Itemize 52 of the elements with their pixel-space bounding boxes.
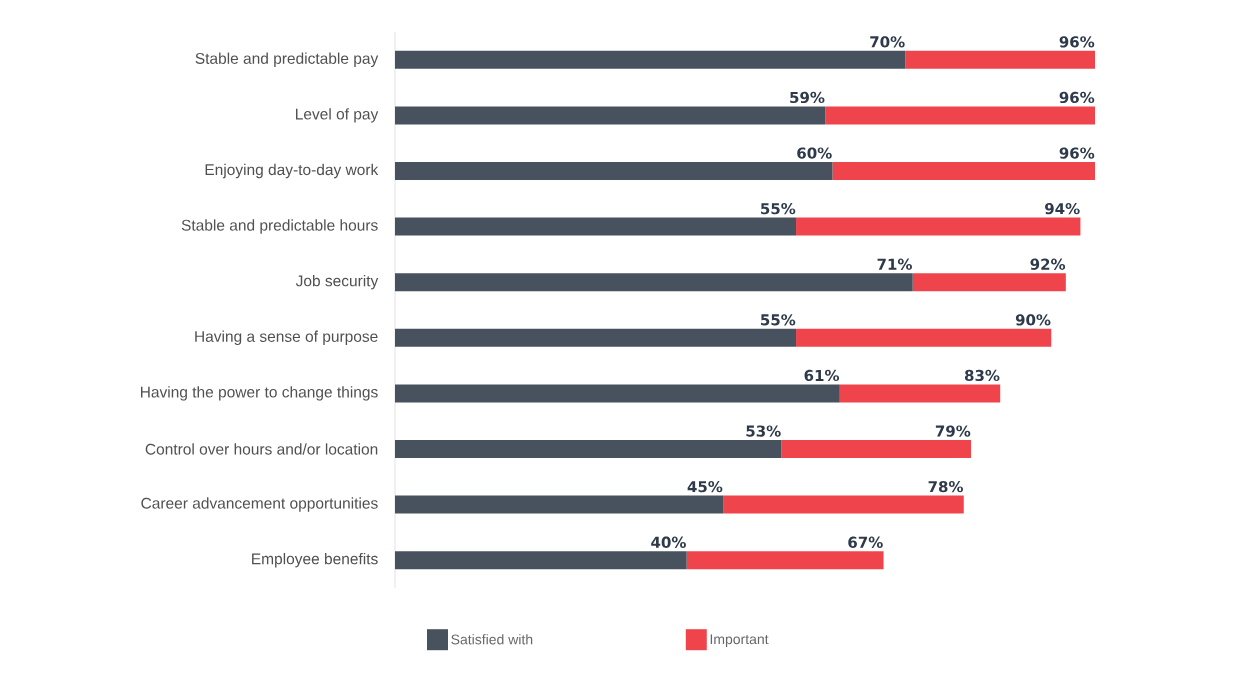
data-label: 61% (804, 369, 840, 382)
bar (686, 551, 884, 570)
bar (825, 106, 1095, 125)
data-label: 55% (761, 202, 796, 215)
total-label: 90% (1015, 314, 1051, 326)
y-tick-label: Level of pay (296, 108, 379, 123)
y-tick-label: Career advancement opportunities (141, 497, 378, 512)
total-label: 78% (928, 480, 964, 493)
bar (395, 273, 913, 292)
legend-label: Satisfied with (451, 634, 533, 645)
total-label: 94% (1045, 202, 1080, 215)
bar (395, 50, 906, 69)
bar (781, 439, 972, 458)
total-label: 96% (1059, 147, 1095, 159)
bar (395, 384, 840, 403)
total-label: 67% (848, 536, 883, 548)
data-label: 70% (870, 36, 905, 48)
total-label: 83% (964, 369, 1000, 382)
data-label: 45% (687, 480, 723, 493)
y-tick-label: Job security (295, 274, 379, 290)
data-label: 40% (651, 536, 686, 548)
data-label: 55% (761, 314, 796, 326)
legend-label: Important (710, 634, 769, 647)
bar (912, 273, 1066, 292)
bar (395, 495, 724, 514)
y-tick-label: Stable and predictable pay (195, 52, 379, 68)
bar (796, 217, 1081, 236)
bar (723, 495, 964, 514)
y-tick-label: Stable and predictable hours (181, 219, 378, 234)
bar (395, 161, 833, 180)
data-label: 71% (877, 258, 912, 270)
bar (832, 161, 1095, 180)
y-tick-label: Having the power to change things (140, 386, 378, 401)
bar (796, 328, 1052, 347)
y-tick-label: Employee benefits (252, 552, 378, 568)
data-label: 59% (790, 91, 825, 104)
total-label: 96% (1059, 36, 1095, 48)
bar (905, 50, 1095, 69)
data-label: 60% (797, 147, 832, 159)
data-label: 53% (746, 425, 781, 437)
bar (839, 384, 1001, 403)
y-tick-label: Control over hours and/or location (145, 443, 378, 455)
bar (395, 217, 797, 236)
bar (395, 106, 826, 125)
y-tick-label: Having a sense of purpose (195, 330, 378, 346)
y-tick-label: Enjoying day-to-day work (205, 163, 379, 179)
total-label: 96% (1059, 91, 1095, 104)
total-label: 79% (935, 425, 971, 437)
bar (395, 328, 797, 347)
bar (395, 551, 687, 570)
bar (395, 439, 782, 458)
total-label: 92% (1030, 258, 1066, 270)
